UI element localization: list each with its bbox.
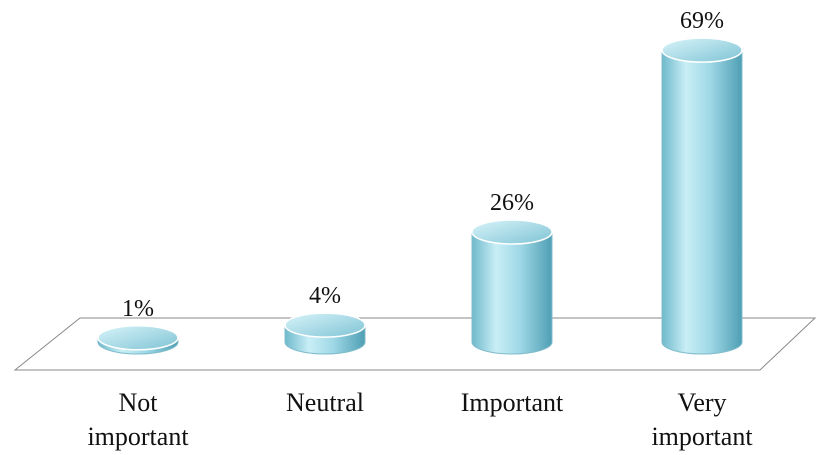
x-tick-label: Important (460, 388, 564, 417)
data-label: 69% (680, 8, 724, 34)
bar (471, 231, 553, 355)
bar-top (97, 325, 179, 351)
x-tick-label: Very important (651, 388, 753, 451)
x-tick-label: Neutral (286, 388, 364, 417)
x-tick-label: Not important (87, 388, 189, 451)
data-label: 4% (309, 283, 341, 309)
bar (661, 49, 743, 355)
bar-top (284, 312, 366, 338)
floor (13, 317, 817, 371)
bar-top (661, 37, 743, 63)
bar-top (471, 219, 553, 245)
data-label: 26% (490, 190, 534, 216)
data-label: 1% (122, 296, 154, 322)
